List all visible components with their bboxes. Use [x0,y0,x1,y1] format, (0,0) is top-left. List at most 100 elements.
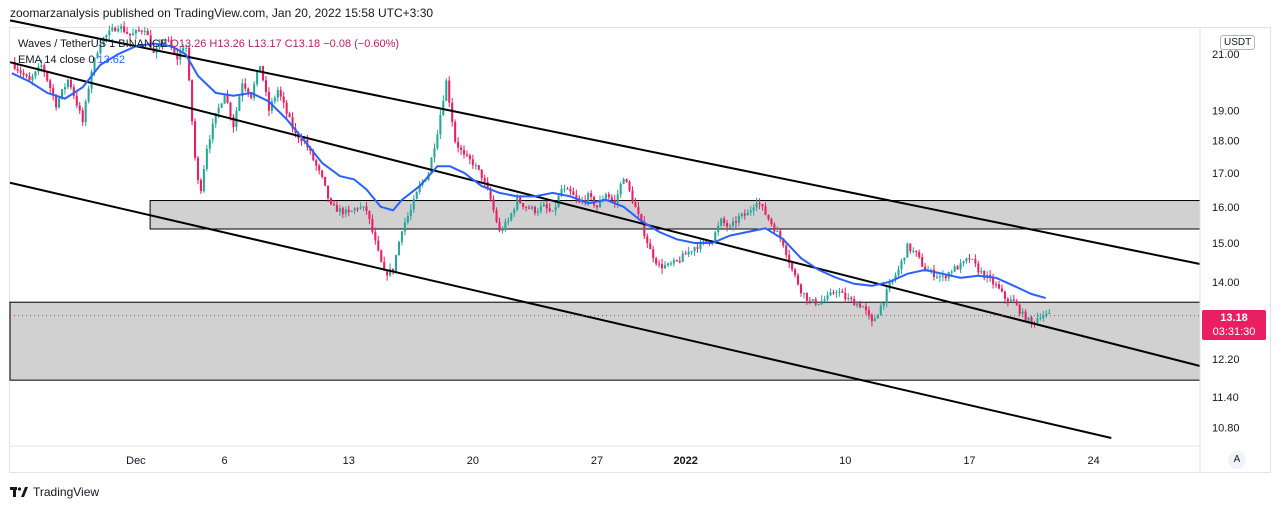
candle-body [749,210,752,213]
symbol-name[interactable]: Waves / TetherUS [18,38,107,50]
candle-body [188,47,191,81]
candle-body [755,203,758,208]
candle-body [392,268,395,272]
candle-body [551,210,554,212]
candle-body [767,214,770,220]
chart-legend: Waves / TetherUS 1 BINANCE O13.26 H13.26… [18,36,399,68]
candle-body [859,303,862,308]
candle-body [814,299,817,305]
candle-body [332,204,335,206]
candle-body [25,74,28,77]
candle-body [625,179,628,182]
candle-body [575,195,578,199]
candle-body [409,209,412,217]
candle-body [134,30,137,34]
x-tick-label: 10 [839,455,851,467]
candle-body [264,80,268,92]
candle-body [439,114,442,135]
candle-body [675,260,678,262]
candle-body [69,79,72,88]
candle-body [208,139,211,149]
candle-body [1042,315,1045,318]
candle-body [126,32,129,34]
candle-body [906,243,909,258]
candle-body [690,251,693,253]
symbol-row: Waves / TetherUS 1 BINANCE O13.26 H13.26… [18,36,399,52]
exchange-name: BINANCE [118,38,168,50]
candle-body [256,71,259,85]
candle-body [199,179,202,192]
candle-body [918,252,921,258]
candle-body [785,245,788,255]
candle-body [318,165,321,171]
candle-body [507,220,510,222]
candle-body [253,84,256,98]
candle-body [909,243,912,252]
candle-body [525,206,528,208]
candle-body [598,200,602,208]
channel-line-2 [9,181,1112,439]
candle-body [362,206,365,208]
candle-body [229,102,232,117]
candle-body [72,87,75,96]
candle-body [1012,299,1015,302]
candle-body [844,292,847,300]
candle-body [341,208,344,215]
candle-body [1024,311,1027,321]
candle-body [471,159,474,166]
publish-header: zoomarzanalysis published on TradingView… [10,6,434,20]
candle-body [779,231,782,239]
candle-body [530,206,534,209]
candle-body [817,304,820,306]
candle-body [1000,288,1003,292]
candle-body [371,218,374,232]
candle-body [862,306,865,308]
candle-body [687,251,690,255]
candle-body [702,240,705,242]
candle-body [226,95,229,103]
candle-body [631,190,634,203]
candle-body [678,261,681,263]
candle-body [935,276,938,278]
y-tick-label: 18.00 [1212,136,1240,148]
ema-label[interactable]: EMA 14 close 0 [18,54,95,66]
candle-body [788,254,791,263]
candle-body [93,57,96,72]
candle-body [335,204,338,212]
candle-body [457,141,460,148]
candle-body [658,263,661,265]
candle-body [829,292,832,296]
auto-scale-button[interactable]: A [1228,451,1246,469]
candle-body [811,299,814,301]
candle-body [805,292,808,301]
candle-body [28,76,31,81]
channel-line-1 [9,61,1201,367]
candle-body [158,43,161,48]
candle-body [247,88,250,94]
candle-body [876,314,879,319]
candle-body [16,68,19,71]
candle-body [885,289,888,303]
candle-body [841,291,844,293]
candle-body [740,213,743,217]
candle-body [460,147,463,150]
candle-body [838,291,841,293]
candle-body [202,169,205,192]
y-tick-label: 17.00 [1212,168,1240,180]
candle-body [498,221,501,231]
candle-body [536,211,539,213]
candle-body [681,253,684,262]
candle-body [867,310,870,316]
candle-body [516,197,519,210]
candle-body [312,150,315,161]
candle-body [123,26,126,33]
candle-body [1018,304,1021,314]
currency-button[interactable]: USDT [1220,35,1256,50]
candle-body [796,275,800,285]
candle-body [593,196,596,206]
candle-body [137,30,140,32]
candle-body [693,247,696,252]
candle-body [637,207,640,215]
candle-body [870,315,873,322]
